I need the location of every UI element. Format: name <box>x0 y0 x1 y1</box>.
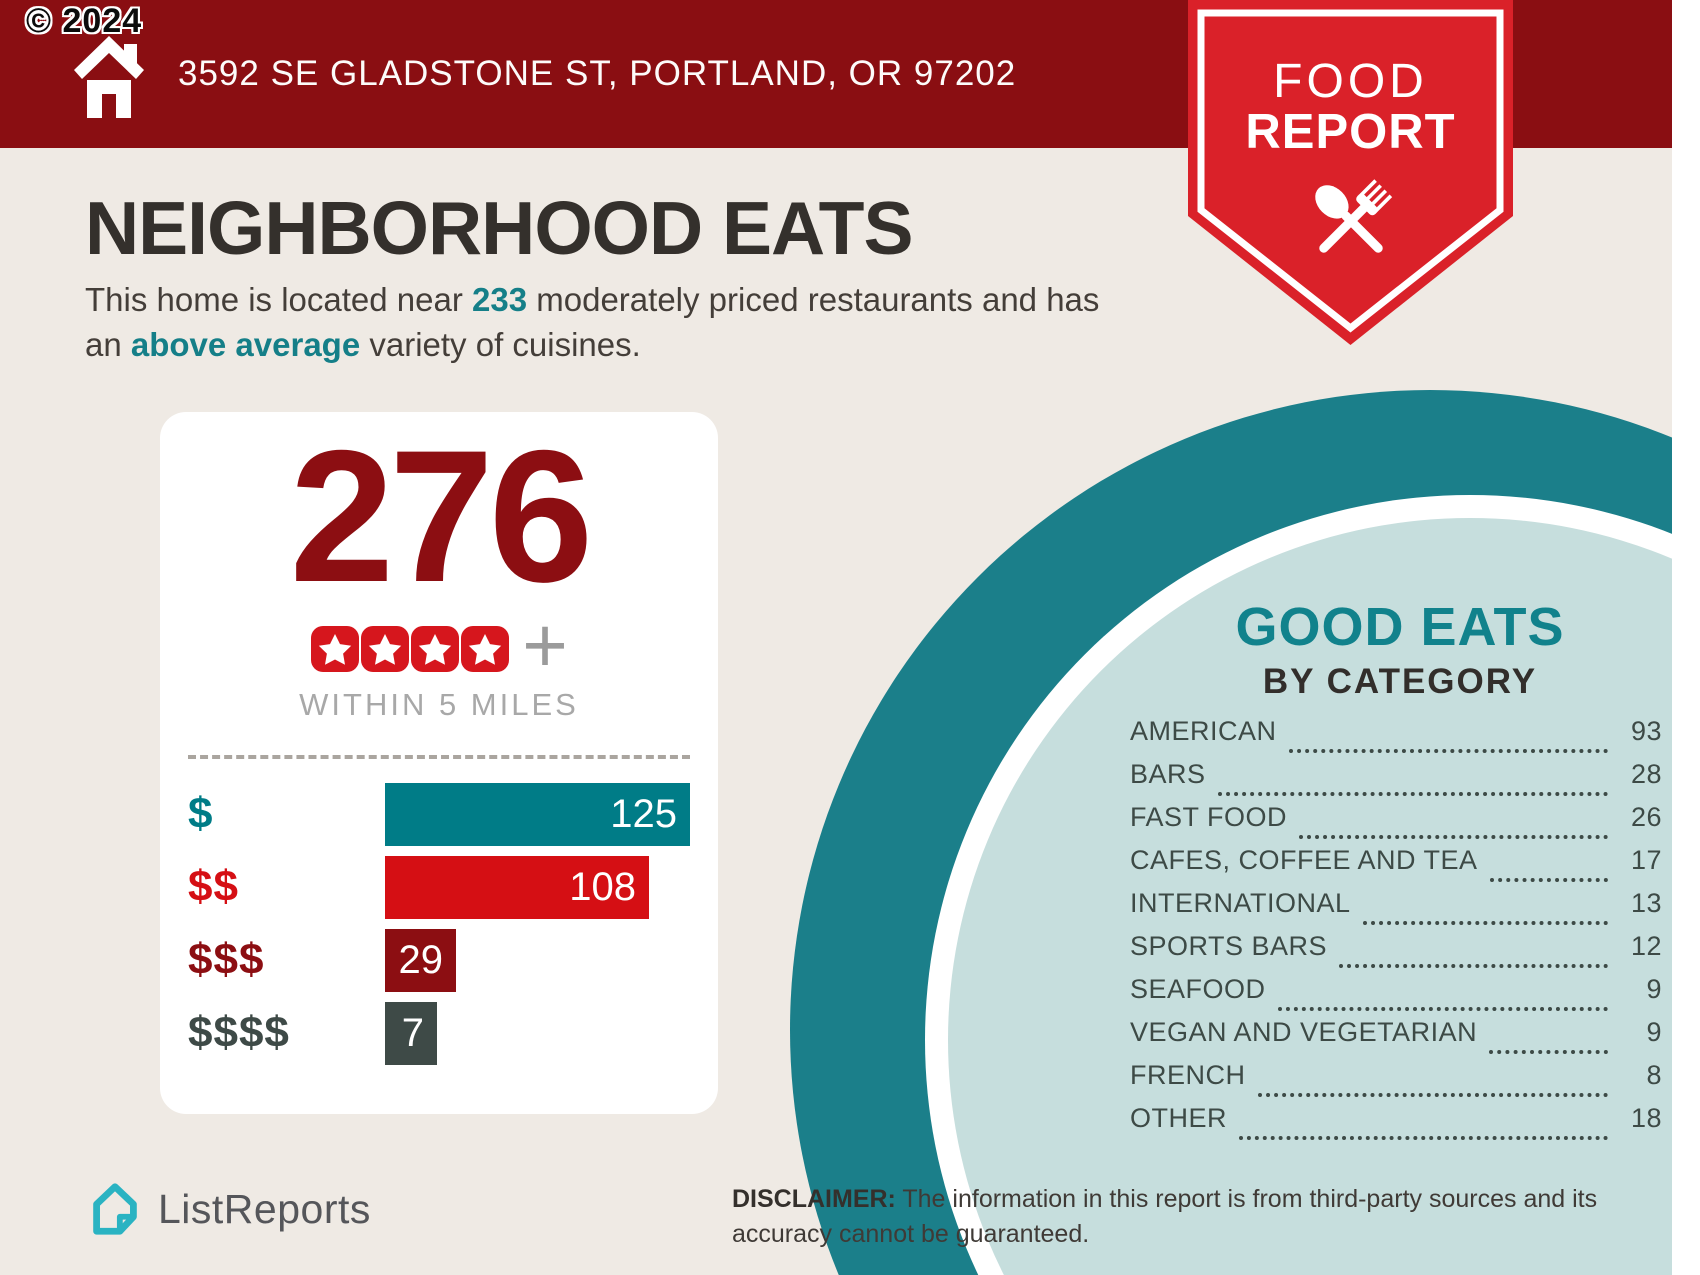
price-tier-bar-chart: $125 $$ 108 $$$ 29 $$$$ 7 <box>160 782 718 1065</box>
category-label: CAFES, COFFEE AND TEA <box>1130 845 1478 875</box>
category-label: OTHER <box>1130 1103 1227 1133</box>
category-row: OTHER 18 <box>1130 1103 1662 1146</box>
dotted-leader <box>1489 878 1608 882</box>
category-count: 26 <box>1630 802 1662 832</box>
dotted-leader <box>1339 964 1608 968</box>
dotted-leader <box>1299 835 1608 839</box>
price-bar-row: $$$$ 7 <box>188 1001 718 1065</box>
ribbon-shape <box>1188 0 1513 345</box>
dotted-leader <box>1217 792 1608 796</box>
page-title: NEIGHBORHOOD EATS <box>85 186 913 270</box>
star-rating: + <box>160 600 718 689</box>
price-bar-row: $125 <box>188 782 718 846</box>
food-report-ribbon: FOOD REPORT <box>1188 0 1513 352</box>
intro-text: This home is located near 233 moderately… <box>85 278 1100 368</box>
star-icon <box>411 625 460 672</box>
category-count: 93 <box>1630 716 1662 746</box>
ribbon-title-line2: REPORT <box>1245 105 1456 159</box>
good-eats-subtitle: BY CATEGORY <box>1262 662 1538 701</box>
dotted-leader <box>1257 1093 1608 1097</box>
category-row: VEGAN AND VEGETARIAN 9 <box>1130 1017 1662 1060</box>
property-address: 3592 SE GLADSTONE ST, PORTLAND, OR 97202 <box>178 54 1017 93</box>
disclaimer-label: DISCLAIMER: <box>732 1185 896 1213</box>
price-tier-label: $$$ <box>188 935 265 985</box>
price-tier-label: $$ <box>188 862 239 912</box>
category-count: 17 <box>1630 845 1662 875</box>
price-bar-row: $$ 108 <box>188 855 718 919</box>
intro-part1: This home is located near <box>85 281 473 318</box>
category-label: INTERNATIONAL <box>1130 888 1351 918</box>
price-tier-value: 29 <box>398 937 444 982</box>
intro-part2: moderately priced restaurants and has an <box>85 281 1100 363</box>
star-icon <box>461 625 510 672</box>
category-row: CAFES, COFFEE AND TEA 17 <box>1130 845 1662 888</box>
category-count: 8 <box>1646 1060 1662 1090</box>
category-label: VEGAN AND VEGETARIAN <box>1130 1017 1478 1047</box>
crossed-utensils-icon <box>1314 179 1392 253</box>
category-row: FRENCH 8 <box>1130 1060 1662 1103</box>
category-list: AMERICAN 93 BARS 28 FAST FOOD 26 CAFES, COFFEE… <box>1130 716 1662 1146</box>
price-tier-value: 7 <box>401 1010 424 1055</box>
disclaimer-body: The information in this report is from t… <box>732 1185 1598 1248</box>
star-icon <box>361 625 410 672</box>
star-icon <box>311 625 360 672</box>
home-icon <box>74 36 144 118</box>
star-icon <box>411 624 460 672</box>
listreports-logo-icon <box>93 1183 137 1235</box>
category-count: 28 <box>1630 759 1662 789</box>
restaurant-stats-card: 276 + WITHIN 5 MILES $125 $$ 108 $$$ 29 $$$$ 7 <box>160 412 718 1114</box>
dotted-leader <box>1239 1136 1608 1140</box>
price-tier-bar: 7 <box>385 1001 437 1065</box>
category-label: BARS <box>1130 759 1206 789</box>
disclaimer-text: DISCLAIMER: The information in this repo… <box>732 1182 1662 1251</box>
category-row: SPORTS BARS 12 <box>1130 931 1662 974</box>
price-tier-bar: 29 <box>385 928 456 992</box>
category-label: SPORTS BARS <box>1130 931 1328 961</box>
dashed-divider <box>188 754 690 759</box>
category-row: SEAFOOD 9 <box>1130 974 1662 1017</box>
copyright-watermark: © 2024 <box>26 2 143 40</box>
star-icon <box>361 624 410 672</box>
price-tier-value: 125 <box>610 791 677 836</box>
price-tier-label: $ <box>188 789 214 839</box>
price-bar-row: $$$ 29 <box>188 928 718 992</box>
good-eats-heading: GOOD EATS BY CATEGORY <box>1100 596 1672 702</box>
intro-highlight: above average <box>130 325 361 363</box>
price-tier-bar: 108 <box>385 855 649 919</box>
dotted-leader <box>1362 921 1608 925</box>
category-label: FAST FOOD <box>1130 802 1288 832</box>
category-count: 12 <box>1630 931 1662 961</box>
category-label: AMERICAN <box>1130 716 1277 746</box>
intro-part3: variety of cuisines. <box>360 325 641 363</box>
dotted-leader <box>1489 1050 1608 1054</box>
good-eats-title: GOOD EATS <box>1235 597 1565 657</box>
category-row: BARS 28 <box>1130 759 1662 802</box>
radius-label: WITHIN 5 MILES <box>299 686 579 722</box>
dotted-leader <box>1277 1007 1608 1011</box>
category-row: INTERNATIONAL 13 <box>1130 888 1662 931</box>
category-count: 13 <box>1630 888 1662 918</box>
listreports-brand: ListReports <box>84 1178 371 1240</box>
price-tier-label: $$$$ <box>188 1008 290 1058</box>
category-row: FAST FOOD 26 <box>1130 802 1662 845</box>
price-tier-bar: 125 <box>385 782 690 846</box>
price-tier-value: 108 <box>569 864 636 909</box>
category-count: 9 <box>1646 1017 1662 1047</box>
category-count: 18 <box>1630 1103 1662 1133</box>
dotted-leader <box>1288 749 1608 753</box>
category-count: 9 <box>1646 974 1662 1004</box>
category-label: SEAFOOD <box>1130 974 1266 1004</box>
listreports-logo-text: ListReports <box>158 1185 371 1232</box>
star-icon <box>311 624 360 672</box>
star-icon <box>461 624 510 672</box>
intro-count: 233 <box>472 281 528 318</box>
ribbon-title-line1: FOOD <box>1273 55 1428 108</box>
total-restaurants: 276 <box>289 411 594 621</box>
category-label: FRENCH <box>1130 1060 1246 1090</box>
category-row: AMERICAN 93 <box>1130 716 1662 759</box>
plus-icon: + <box>522 600 568 689</box>
